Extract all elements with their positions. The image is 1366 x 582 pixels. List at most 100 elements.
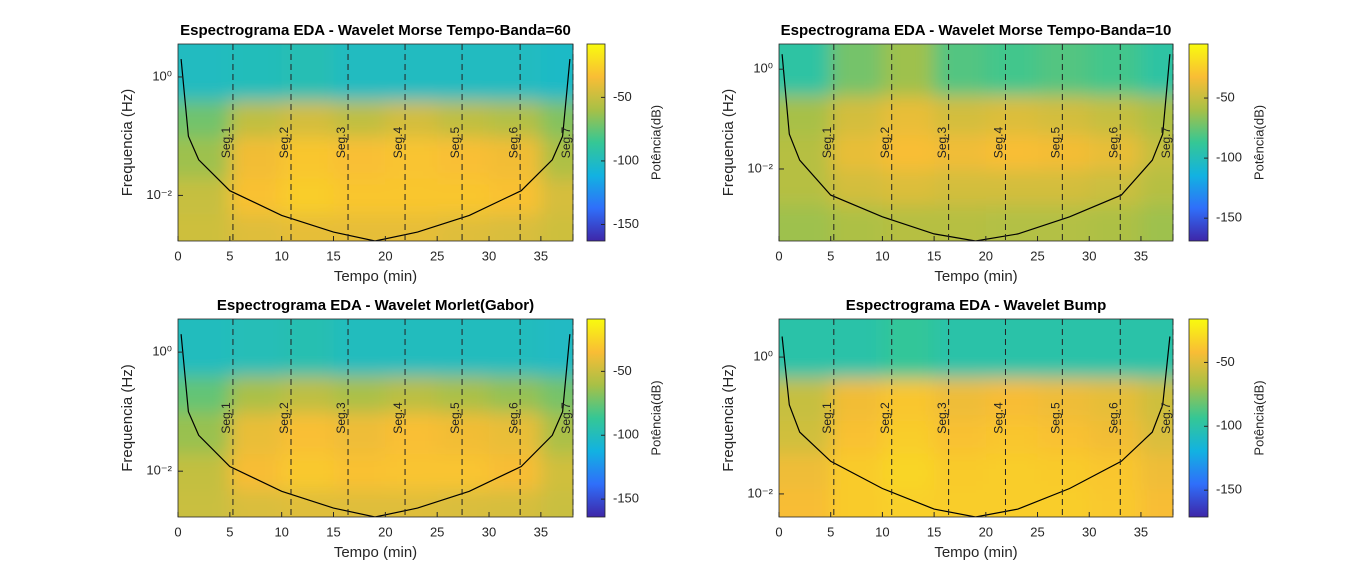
heatmap-cell bbox=[333, 100, 387, 138]
coi-line bbox=[781, 54, 1171, 241]
heatmap-cell bbox=[437, 44, 491, 102]
segment-label: Seg.6 bbox=[506, 402, 520, 434]
plot-area bbox=[779, 319, 1173, 517]
heatmap-cell bbox=[178, 319, 231, 377]
heatmap-cell bbox=[779, 203, 832, 241]
heatmap-cell bbox=[437, 375, 491, 413]
heatmap-cell bbox=[1140, 420, 1173, 454]
heatmap bbox=[779, 44, 1173, 241]
segment-label: Seg.3 bbox=[334, 402, 348, 434]
heatmap-cell bbox=[830, 420, 884, 454]
heatmap-cell bbox=[540, 453, 573, 491]
heatmap-cell bbox=[882, 452, 936, 490]
segment-label: Seg.3 bbox=[935, 126, 949, 158]
heatmap bbox=[178, 44, 573, 241]
heatmap-cell bbox=[779, 452, 832, 490]
heatmap-cell bbox=[779, 134, 832, 170]
x-axis-label: Tempo (min) bbox=[934, 268, 1017, 285]
x-tick-label: 15 bbox=[927, 524, 941, 539]
heatmap-cell bbox=[985, 134, 1039, 170]
x-tick-label: 30 bbox=[482, 248, 496, 263]
coi-line bbox=[781, 336, 1171, 517]
x-tick-label: 15 bbox=[326, 248, 340, 263]
segment-label: Seg.1 bbox=[820, 126, 834, 158]
axes-box bbox=[177, 318, 574, 518]
segment-label: Seg.2 bbox=[878, 402, 892, 434]
segment-label: Seg.4 bbox=[391, 402, 405, 434]
heatmap-cell bbox=[1089, 203, 1142, 241]
heatmap-cell bbox=[281, 100, 335, 138]
heatmap-cell bbox=[985, 377, 1039, 422]
heatmap-cell bbox=[489, 489, 542, 517]
heatmap bbox=[779, 319, 1173, 517]
segment-label: Seg.2 bbox=[277, 126, 291, 158]
heatmap-cell bbox=[1140, 95, 1173, 136]
segment-label: Seg.2 bbox=[878, 126, 892, 158]
x-tick-label: 30 bbox=[482, 524, 496, 539]
heatmap-cell bbox=[1037, 44, 1091, 97]
segment-label: Seg.7 bbox=[559, 126, 573, 158]
y-tick-label: 10⁰ bbox=[753, 61, 773, 76]
x-tick-label: 10 bbox=[875, 524, 889, 539]
heatmap-cell bbox=[934, 452, 987, 490]
heatmap-cell bbox=[437, 319, 491, 377]
chart-title: Espectrograma EDA - Wavelet Morlet(Gabor… bbox=[217, 297, 534, 314]
heatmap-cell bbox=[178, 44, 231, 102]
heatmap-cell bbox=[540, 213, 573, 241]
colorbar-tick-label: -50 bbox=[1216, 354, 1235, 369]
heatmap-cell bbox=[281, 319, 335, 377]
heatmap-cell bbox=[934, 95, 987, 136]
heatmap-cell bbox=[830, 319, 884, 379]
heatmap-cell bbox=[281, 136, 335, 179]
segment-label: Seg.5 bbox=[448, 402, 462, 434]
heatmap-cell bbox=[489, 319, 542, 377]
plot-area bbox=[178, 44, 573, 241]
heatmap-cell bbox=[333, 489, 387, 517]
heatmap-cell bbox=[1140, 377, 1173, 422]
colorbar-tick-label: -100 bbox=[613, 152, 639, 167]
heatmap-cell bbox=[934, 44, 987, 97]
heatmap-cell bbox=[229, 213, 283, 241]
heatmap-cell bbox=[385, 411, 439, 455]
x-tick-label: 25 bbox=[430, 248, 444, 263]
x-tick-label: 5 bbox=[226, 248, 233, 263]
heatmap-cell bbox=[1089, 377, 1142, 422]
heatmap-cell bbox=[333, 213, 387, 241]
heatmap-cell bbox=[385, 489, 439, 517]
heatmap-cell bbox=[1140, 452, 1173, 490]
colorbar bbox=[1188, 318, 1209, 518]
heatmap-cell bbox=[333, 44, 387, 102]
coi-line bbox=[180, 334, 571, 517]
heatmap-cell bbox=[437, 100, 491, 138]
x-tick-label: 15 bbox=[326, 524, 340, 539]
heatmap-cell bbox=[830, 95, 884, 136]
chart-title: Espectrograma EDA - Wavelet Bump bbox=[846, 297, 1107, 314]
segment-label: Seg.1 bbox=[219, 126, 233, 158]
axes-box bbox=[778, 318, 1174, 518]
colorbar bbox=[586, 318, 606, 518]
x-tick-label: 30 bbox=[1082, 524, 1096, 539]
heatmap-cell bbox=[489, 213, 542, 241]
heatmap-cell bbox=[437, 453, 491, 491]
x-tick-label: 20 bbox=[378, 524, 392, 539]
heatmap-cell bbox=[1140, 44, 1173, 97]
x-axis-label: Tempo (min) bbox=[334, 544, 417, 561]
y-tick-label: 10⁰ bbox=[152, 68, 172, 83]
y-tick-label: 10⁰ bbox=[753, 349, 773, 364]
heatmap-cell bbox=[281, 375, 335, 413]
colorbar-label: Potência(dB) bbox=[1251, 105, 1266, 180]
heatmap-cell bbox=[385, 177, 439, 215]
segment-label: Seg.3 bbox=[334, 126, 348, 158]
x-tick-label: 15 bbox=[927, 248, 941, 263]
x-tick-label: 30 bbox=[1082, 248, 1096, 263]
colorbar-tick-label: -150 bbox=[613, 491, 639, 506]
segment-label: Seg.6 bbox=[1106, 126, 1120, 158]
colorbar bbox=[1188, 43, 1209, 242]
x-tick-label: 10 bbox=[274, 524, 288, 539]
heatmap-cell bbox=[985, 319, 1039, 379]
x-tick-label: 0 bbox=[775, 524, 782, 539]
heatmap-cell bbox=[1140, 168, 1173, 205]
heatmap-cell bbox=[1037, 168, 1091, 205]
x-tick-label: 20 bbox=[979, 248, 993, 263]
coi-line bbox=[180, 59, 571, 241]
